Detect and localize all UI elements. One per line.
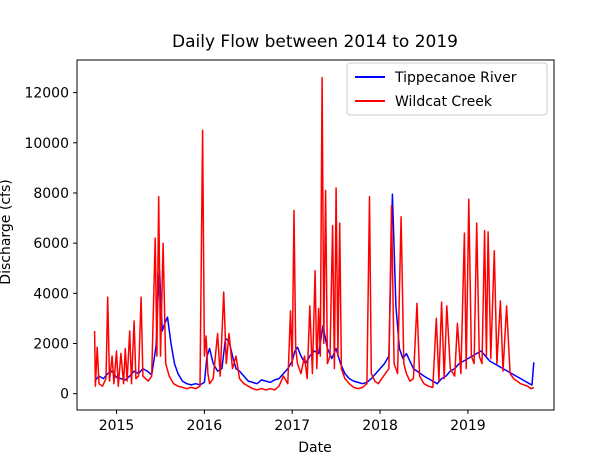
x-tick-label: 2017 [274, 418, 310, 434]
series-line-2 [93, 76, 535, 391]
series-layer [93, 76, 535, 391]
plot-frame [76, 59, 555, 411]
y-axis: 0 2000 4000 6000 8000 10000 12000 [24, 86, 77, 403]
y-tick-label: 4000 [33, 286, 69, 302]
plot-area [76, 59, 555, 411]
x-tick-label: 2019 [450, 418, 486, 434]
chart-title: Daily Flow between 2014 to 2019 [172, 32, 458, 52]
y-tick-label: 2000 [33, 337, 69, 353]
y-tick-label: 10000 [24, 136, 69, 152]
y-tick-label: 6000 [33, 236, 69, 252]
legend-label-1: Tippecanoe River [394, 70, 517, 86]
x-tick-label: 2015 [99, 418, 135, 434]
y-axis-label: Discharge (cfs) [0, 179, 14, 284]
x-tick-label: 2016 [187, 418, 223, 434]
y-tick-label: 12000 [24, 86, 69, 102]
x-tick-label: 2018 [362, 418, 398, 434]
y-tick-label: 8000 [33, 186, 69, 202]
legend: Tippecanoe River Wildcat Creek [346, 62, 548, 116]
x-axis-label: Date [298, 440, 331, 456]
y-tick-label: 0 [60, 387, 69, 403]
legend-box [346, 62, 548, 116]
x-axis: 2015 2016 2017 2018 2019 [99, 410, 486, 434]
legend-label-2: Wildcat Creek [395, 94, 493, 110]
